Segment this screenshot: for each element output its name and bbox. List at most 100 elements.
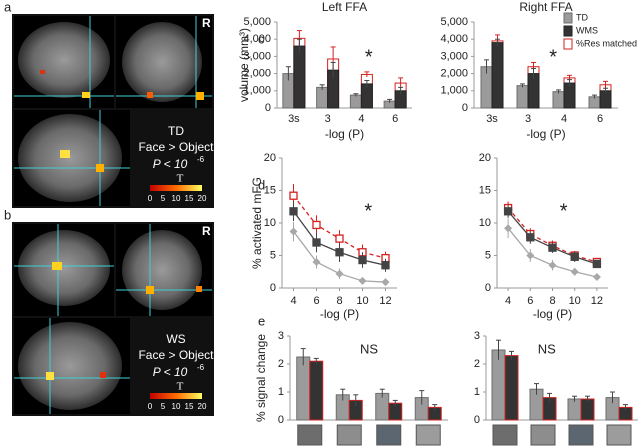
contrast-label: Face > Object — [138, 348, 214, 362]
p-label: P < 10 — [153, 157, 188, 171]
orientation-label: R — [202, 16, 211, 30]
y-tick-label: 0 — [462, 102, 468, 114]
annotation: * — [549, 46, 557, 68]
marker — [526, 233, 535, 242]
activation — [196, 286, 202, 292]
group-label: TD — [168, 124, 184, 138]
y-tick-label: 0 — [265, 102, 271, 114]
stimulus-thumbnail — [376, 424, 402, 446]
marker — [312, 238, 321, 247]
stimulus-thumbnail — [415, 424, 441, 446]
chart-title: Left FFA — [322, 0, 367, 14]
x-tick-label: 6 — [527, 295, 533, 307]
x-tick-label: 3 — [325, 113, 331, 125]
legend-label: %Res matched — [576, 38, 637, 48]
stimulus-thumbnail — [336, 424, 362, 446]
y-tick-label: 15 — [264, 184, 276, 196]
bar — [360, 83, 373, 109]
x-axis-label: -log (P) — [526, 127, 565, 141]
legend-swatch — [563, 25, 573, 37]
marker — [358, 255, 367, 265]
annotation: NS — [360, 341, 378, 356]
x-tick-label: 4 — [561, 113, 567, 125]
colorbar-label: T — [177, 381, 184, 393]
marker — [335, 269, 344, 278]
activation — [196, 92, 204, 100]
activation — [100, 372, 106, 378]
y-tick-label: 10 — [479, 217, 491, 229]
x-tick-label: 3s — [288, 113, 300, 125]
colorbar-tick-label: 5 — [161, 402, 166, 411]
x-tick-label: 4 — [505, 295, 511, 307]
y-tick-label: 1,000 — [440, 85, 468, 97]
brain — [122, 22, 202, 102]
y-tick-label: 5 — [270, 249, 276, 261]
x-tick-label: 6 — [392, 113, 398, 125]
y-tick-label: 2,000 — [243, 68, 271, 80]
legend-label: TD — [576, 12, 588, 22]
y-tick-label: 0 — [278, 414, 284, 426]
y-tick-label: 1 — [278, 386, 284, 398]
x-tick-label: 12 — [379, 295, 391, 307]
chart: 0 1 2 3 NS — [474, 330, 638, 446]
colorbar-tick-label: 5 — [161, 194, 166, 203]
y-axis-label: % signal change — [254, 334, 268, 422]
series-line — [507, 207, 598, 263]
y-axis-label: % activated mFG — [250, 177, 264, 269]
y-tick-label: 0 — [485, 282, 491, 294]
x-tick-label: 6 — [597, 113, 603, 125]
colorbar-tick-label: 0 — [148, 402, 153, 411]
activation — [147, 92, 153, 98]
x-tick-label: 4 — [358, 113, 364, 125]
marker — [358, 276, 367, 285]
y-tick-label: 2 — [278, 358, 284, 370]
marker — [381, 278, 390, 287]
marker — [548, 261, 557, 270]
panel-letter: d — [258, 177, 265, 192]
y-tick-label: 3,000 — [440, 50, 468, 62]
p-label: P < 10 — [153, 365, 188, 379]
stimulus-thumbnail — [297, 424, 323, 446]
bar — [552, 91, 565, 109]
y-tick-label: 2 — [474, 358, 480, 370]
stimulus-thumbnail — [606, 424, 632, 446]
marker — [504, 224, 513, 233]
colorbar-tick-label: 20 — [198, 194, 207, 203]
bar — [516, 85, 529, 109]
y-tick-label: 1,000 — [243, 85, 271, 97]
x-tick-label: 3 — [525, 113, 531, 125]
activation — [146, 286, 154, 294]
bar — [567, 398, 582, 421]
chart: 0 5 10 15 20 % activated mFG -log (P) d * 4 6 8 10 12 — [250, 152, 397, 321]
group-label: WS — [166, 332, 185, 346]
x-tick-label: 8 — [336, 295, 342, 307]
marker — [548, 243, 557, 252]
stimulus-thumbnail — [492, 424, 518, 446]
colorbar-tick-label: 20 — [198, 402, 207, 411]
x-tick-label: 8 — [549, 295, 555, 307]
y-tick-label: 5 — [485, 249, 491, 261]
marker — [570, 252, 579, 261]
legend-swatch — [563, 38, 573, 50]
activation — [82, 92, 90, 98]
contrast-label: Face > Object — [138, 140, 214, 154]
annotation: * — [365, 46, 373, 68]
p-exponent: -6 — [197, 155, 205, 164]
marker — [503, 207, 513, 216]
marker — [335, 234, 344, 243]
marker — [312, 220, 321, 230]
marker — [526, 251, 535, 260]
marker — [289, 227, 298, 236]
y-tick-label: 4,000 — [440, 33, 468, 45]
orientation-label: R — [202, 224, 211, 238]
y-tick-label: 0 — [474, 414, 480, 426]
bar — [349, 94, 362, 109]
bar — [316, 86, 329, 109]
annotation: * — [560, 200, 568, 222]
brain — [18, 230, 110, 306]
bar — [293, 45, 306, 109]
colorbar-tick-label: 15 — [185, 402, 194, 411]
colorbar-tick-label: 10 — [172, 194, 181, 203]
bar — [504, 355, 519, 421]
